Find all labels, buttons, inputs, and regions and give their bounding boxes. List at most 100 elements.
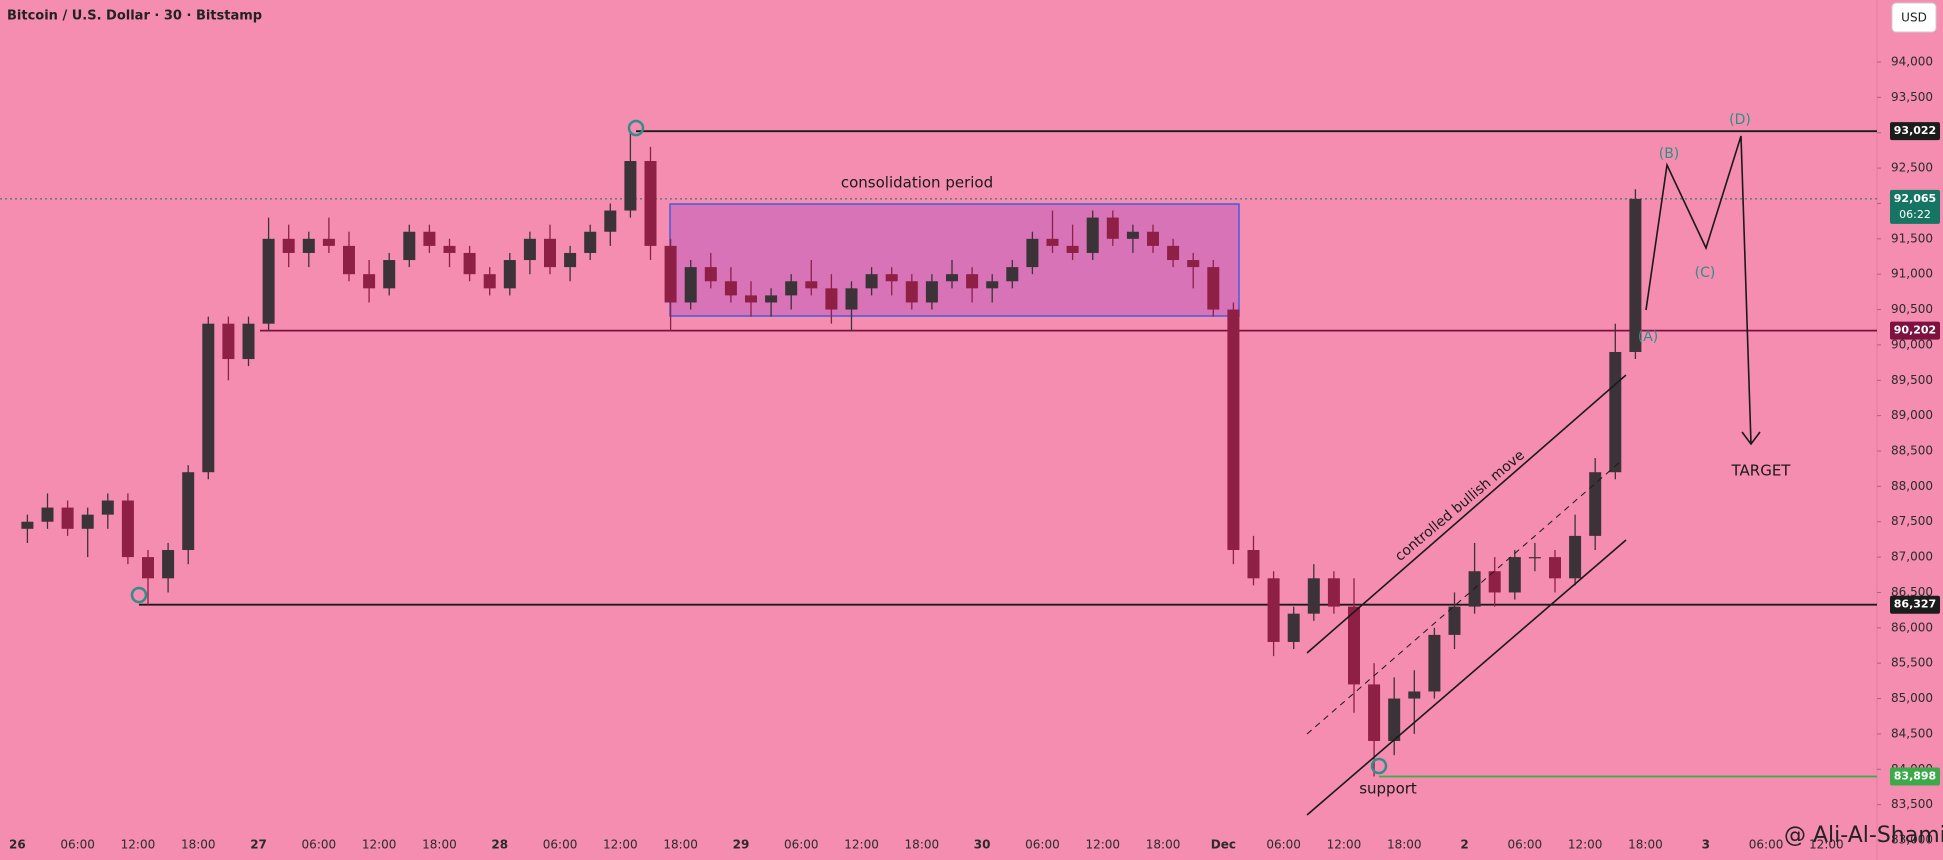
- candle-body: [1488, 571, 1501, 593]
- candle-body: [564, 252, 577, 268]
- candle-body: [865, 274, 878, 289]
- candle-body: [423, 231, 436, 246]
- y-tick-label: 89,500: [1891, 373, 1933, 387]
- y-tick-label: 91,500: [1891, 231, 1933, 245]
- x-tick-label: 06:00: [1508, 838, 1543, 852]
- y-tick-label: 83,500: [1891, 797, 1933, 811]
- x-tick-label: 12:00: [1809, 838, 1844, 852]
- x-tick-label: 12:00: [1085, 838, 1120, 852]
- candle-body: [1307, 578, 1320, 614]
- candle-body: [463, 252, 476, 275]
- y-tick-label: 87,500: [1891, 514, 1933, 528]
- candle-body: [1267, 578, 1280, 642]
- x-tick-label: 3: [1702, 838, 1710, 852]
- candle-body: [966, 274, 979, 289]
- candle-body: [1086, 217, 1099, 253]
- candle-body: [1066, 245, 1079, 253]
- candle-body: [443, 245, 456, 253]
- candle-body: [41, 507, 54, 522]
- candle-body: [162, 550, 175, 579]
- pivot-marker: [627, 119, 645, 137]
- chart-title: Bitcoin / U.S. Dollar · 30 · Bitstamp: [7, 9, 262, 24]
- x-axis: 26 06:00 12:00 18:00 27 06:00 12:00 18:00 28 06:0…: [9, 838, 1844, 852]
- candle-body: [604, 210, 617, 232]
- candle-body: [1609, 351, 1622, 473]
- consolidation-label: consolidation period: [841, 174, 993, 192]
- candle-body: [644, 161, 657, 246]
- candle-body: [1508, 557, 1521, 593]
- candle-body: [1126, 231, 1139, 239]
- candle-body: [523, 238, 536, 261]
- wave-label: (D): [1729, 112, 1751, 128]
- candle-body: [1287, 613, 1300, 642]
- x-tick-label: 30: [974, 838, 991, 852]
- candle-body: [805, 281, 818, 289]
- current-price-tag: [1890, 189, 1940, 224]
- candle-body: [584, 231, 597, 253]
- channel-upper: [1306, 374, 1627, 654]
- arrow-head: [1741, 431, 1761, 446]
- x-tick-label: 12:00: [1568, 838, 1603, 852]
- channel-lower: [1306, 539, 1627, 816]
- candle-body: [363, 274, 376, 289]
- y-tick-label: 87,000: [1891, 550, 1933, 564]
- candle-body: [785, 281, 798, 296]
- candle-body: [925, 281, 938, 303]
- candle-body: [61, 507, 74, 529]
- candle-body: [101, 500, 114, 515]
- candle-body: [1589, 472, 1602, 536]
- candle-body: [182, 472, 195, 551]
- candle-body: [1167, 245, 1180, 261]
- y-tick-label: 85,500: [1891, 656, 1933, 670]
- pivot-marker: [130, 586, 148, 604]
- candle-body: [664, 245, 677, 303]
- y-tick-label: 86,000: [1891, 620, 1933, 634]
- x-tick-label: 18:00: [422, 838, 457, 852]
- x-tick-label: 28: [491, 838, 508, 852]
- candle-body: [322, 238, 335, 246]
- candle-body: [403, 231, 416, 261]
- wave-label: (C): [1695, 265, 1716, 281]
- currency-button[interactable]: [1891, 2, 1937, 33]
- target-label: TARGET: [1731, 462, 1792, 480]
- candle-body: [81, 514, 94, 529]
- level-tag: [1890, 767, 1940, 786]
- candle-body: [1388, 698, 1401, 741]
- candle-body: [343, 245, 355, 275]
- pivot-markers: [130, 119, 1388, 775]
- candle-body: [282, 238, 295, 253]
- x-tick-label: 18:00: [1146, 838, 1181, 852]
- candle-body: [142, 557, 154, 579]
- y-tick-label: 84,500: [1891, 726, 1933, 740]
- x-tick-label: 12:00: [844, 838, 879, 852]
- y-tick-label: 88,000: [1891, 479, 1933, 493]
- candle-body: [1106, 217, 1119, 239]
- candle-body: [905, 281, 918, 303]
- candle-body: [1187, 260, 1200, 268]
- y-tick-label: 91,000: [1891, 267, 1933, 281]
- level-tag: [1890, 321, 1940, 340]
- y-tick-label: 90,500: [1891, 302, 1933, 316]
- x-tick-label: 26: [9, 838, 26, 852]
- x-tick-label: 18:00: [1387, 838, 1422, 852]
- y-tick-label: 88,500: [1891, 444, 1933, 458]
- candle-body: [1348, 606, 1360, 685]
- y-tick-label: 89,000: [1891, 408, 1933, 422]
- x-tick-label: 12:00: [1327, 838, 1362, 852]
- candle-body: [21, 521, 34, 529]
- candle-body: [1629, 198, 1642, 352]
- candle-body: [946, 274, 958, 282]
- price-tags: 93,022 90,202 86,327 83,898 92,065 06:22: [1890, 122, 1940, 786]
- candle-body: [262, 238, 275, 324]
- level-tag-label: 83,898: [1894, 769, 1936, 782]
- x-tick-label: 06:00: [60, 838, 95, 852]
- y-tick-label: 94,000: [1891, 55, 1933, 69]
- candle-body: [1448, 606, 1461, 635]
- candle-body: [1006, 267, 1019, 282]
- current-price-label: 92,065: [1894, 192, 1936, 205]
- currency-label[interactable]: USD: [1901, 11, 1927, 25]
- candle-body: [544, 238, 556, 268]
- candle-body: [302, 238, 315, 253]
- consolidation-box: [669, 203, 1240, 317]
